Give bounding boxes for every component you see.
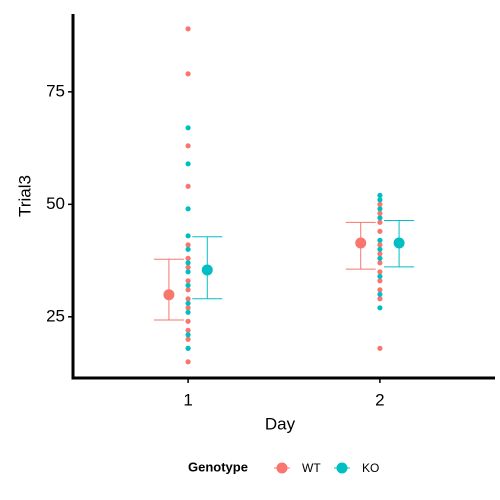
data-point bbox=[185, 287, 191, 293]
data-point bbox=[377, 246, 383, 252]
data-point bbox=[185, 206, 191, 212]
data-point bbox=[377, 206, 383, 212]
data-point bbox=[377, 192, 383, 198]
data-point bbox=[377, 287, 383, 293]
data-point bbox=[185, 278, 191, 284]
data-point bbox=[185, 255, 191, 261]
mean-point bbox=[393, 237, 405, 249]
data-point bbox=[185, 327, 191, 333]
legend-marker bbox=[276, 462, 288, 474]
mean-point bbox=[163, 289, 175, 301]
data-point bbox=[377, 345, 383, 351]
data-point bbox=[377, 228, 383, 234]
mean-point bbox=[201, 264, 213, 276]
data-point bbox=[377, 260, 383, 266]
data-point bbox=[377, 201, 383, 207]
data-point bbox=[185, 332, 191, 338]
data-point bbox=[185, 359, 191, 365]
data-point bbox=[185, 264, 191, 270]
y-axis-title: Trial3 bbox=[15, 175, 34, 217]
data-point bbox=[377, 219, 383, 225]
data-point bbox=[377, 251, 383, 257]
data-point bbox=[185, 300, 191, 306]
data-point bbox=[185, 260, 191, 266]
data-point bbox=[377, 210, 383, 216]
data-point bbox=[377, 215, 383, 221]
data-point bbox=[377, 278, 383, 284]
legend-label: WT bbox=[302, 461, 321, 475]
legend-label: KO bbox=[362, 461, 379, 475]
data-point bbox=[185, 282, 191, 288]
mean-point bbox=[355, 237, 367, 249]
x-tick-label: 1 bbox=[183, 390, 192, 409]
data-point bbox=[185, 125, 191, 131]
x-axis-title: Day bbox=[265, 414, 296, 433]
data-point bbox=[377, 197, 383, 203]
data-point bbox=[185, 345, 191, 351]
data-point bbox=[377, 305, 383, 311]
data-point bbox=[185, 26, 191, 32]
data-point bbox=[185, 71, 191, 77]
legend-marker bbox=[336, 462, 348, 474]
data-point bbox=[185, 309, 191, 315]
data-point bbox=[185, 246, 191, 252]
data-point bbox=[185, 143, 191, 149]
data-point bbox=[185, 336, 191, 342]
data-point bbox=[185, 233, 191, 239]
y-tick-label: 50 bbox=[46, 194, 65, 213]
data-point bbox=[185, 161, 191, 167]
data-point bbox=[185, 318, 191, 324]
data-point bbox=[377, 296, 383, 302]
data-point bbox=[377, 237, 383, 243]
data-point bbox=[185, 242, 191, 248]
data-point bbox=[377, 242, 383, 248]
data-point bbox=[377, 291, 383, 297]
legend-title: Genotype bbox=[188, 459, 248, 474]
data-point bbox=[377, 269, 383, 275]
data-point bbox=[185, 269, 191, 275]
data-point bbox=[185, 296, 191, 302]
data-point bbox=[185, 183, 191, 189]
data-point bbox=[377, 255, 383, 261]
data-point bbox=[377, 273, 383, 279]
y-tick-label: 75 bbox=[46, 81, 65, 100]
data-point bbox=[185, 305, 191, 311]
x-tick-label: 2 bbox=[375, 390, 384, 409]
y-tick-label: 25 bbox=[46, 306, 65, 325]
